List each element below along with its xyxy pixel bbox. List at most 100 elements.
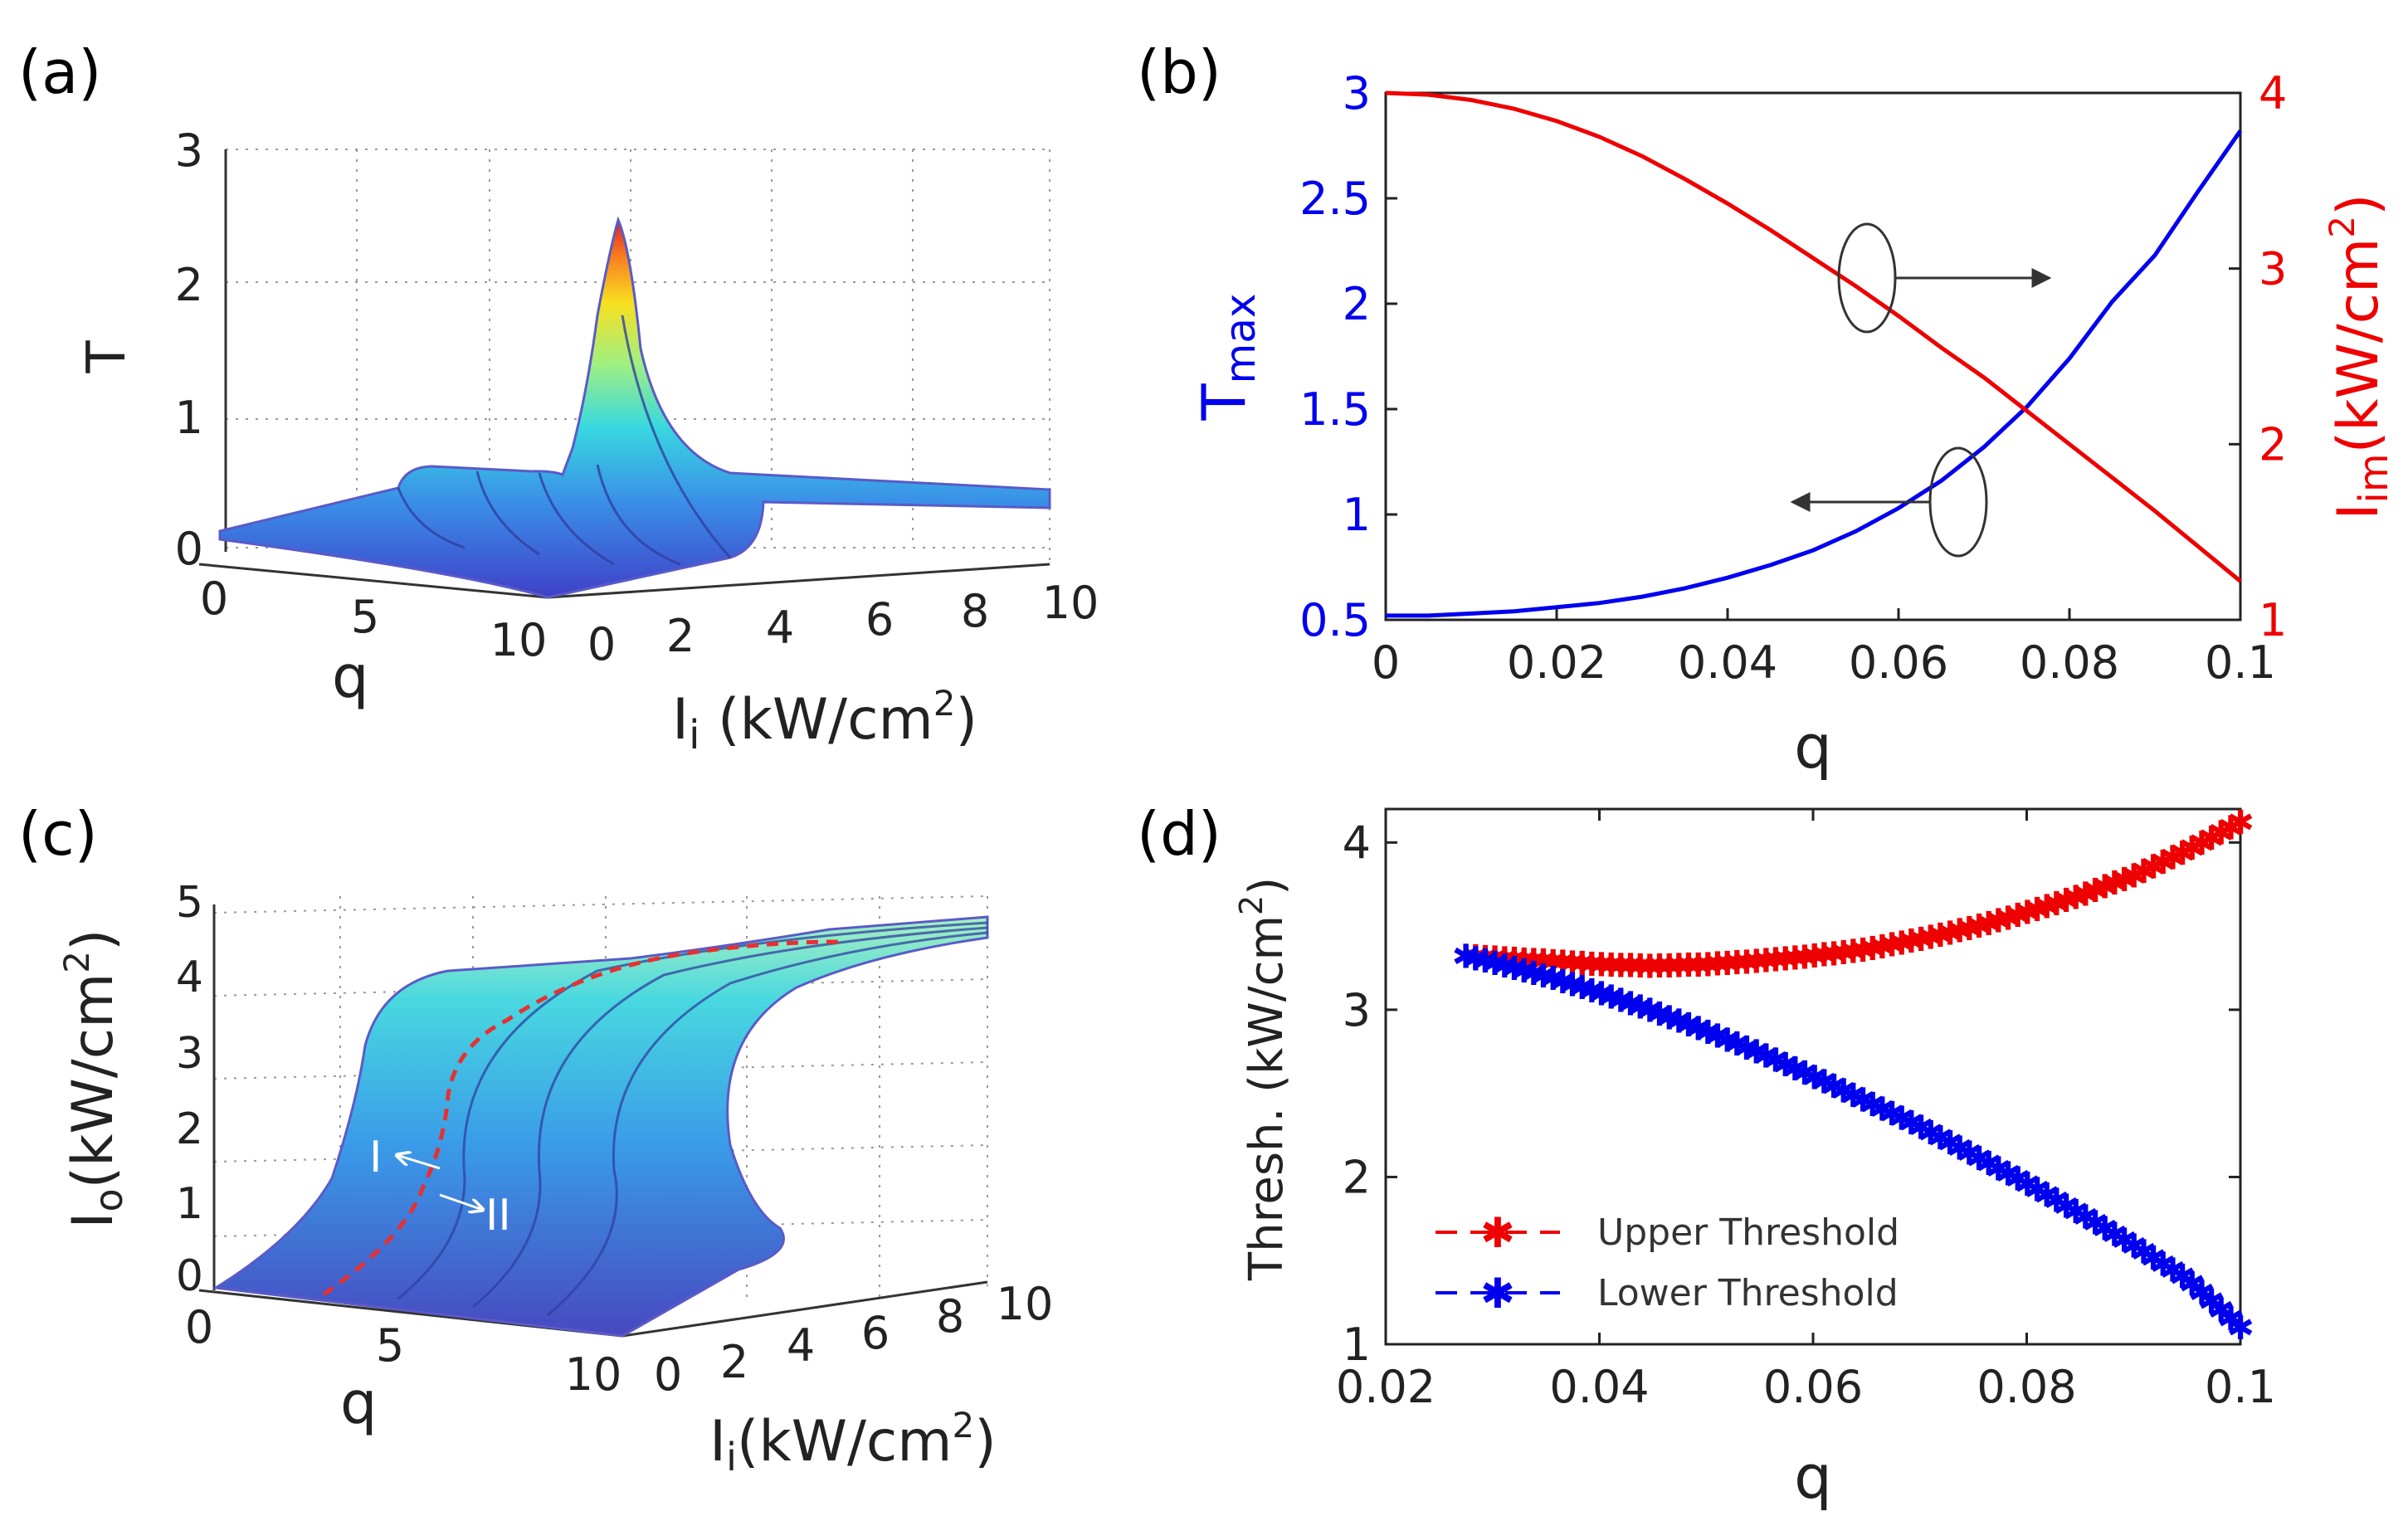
lower-threshold-point: ✱ (1927, 1119, 1955, 1158)
panel-b-xtick: 0.06 (1849, 636, 1948, 689)
panel-a-xlabel: q (332, 643, 368, 711)
panel-b-ytick-right: 1 (2259, 594, 2287, 646)
upper-threshold-point: ✱ (2226, 804, 2254, 842)
lower-threshold-point: ✱ (1606, 982, 1635, 1021)
panel-d-xtick: 0.1 (2205, 1361, 2276, 1413)
panel-a-ytick: 10 (1042, 577, 1099, 629)
upper-threshold-point: ✱ (1674, 947, 1703, 985)
upper-threshold-point: ✱ (2014, 895, 2042, 933)
lower-threshold-point: ✱ (1694, 1014, 1723, 1052)
panel-a: (a) 0 (18, 37, 1099, 758)
upper-threshold-point: ✱ (1811, 937, 1839, 975)
panel-a-yticks: 0 2 4 6 8 10 (587, 577, 1099, 670)
panel-c-annotation-i: I (369, 1133, 382, 1182)
upper-threshold-point: ✱ (1849, 932, 1877, 970)
panel-b-ytick-right: 4 (2259, 67, 2287, 119)
upper-threshold-point: ✱ (1481, 940, 1509, 978)
upper-threshold-point: ✱ (2139, 848, 2167, 886)
panel-c-ztick: 4 (176, 953, 203, 1002)
panel-d-ytick: 2 (1343, 1151, 1371, 1203)
upper-threshold-point: ✱ (1694, 946, 1723, 984)
lower-threshold-point: ✱ (1820, 1068, 1848, 1106)
upper-threshold-point: ✱ (1965, 908, 1993, 946)
upper-threshold-point: ✱ (2023, 891, 2051, 929)
panel-b-xlabel: q (1794, 712, 1832, 782)
lower-threshold-point: ✱ (2004, 1161, 2032, 1199)
panel-a-ytick: 6 (865, 593, 894, 646)
lower-threshold-point: ✱ (1898, 1104, 1926, 1143)
upper-threshold-point: ✱ (1452, 938, 1480, 976)
lower-threshold-point: ✱ (2091, 1210, 2119, 1248)
panel-b-xtick: 0 (1372, 636, 1400, 689)
upper-threshold-point: ✱ (1626, 948, 1655, 986)
upper-threshold-point: ✱ (1519, 942, 1548, 980)
lower-threshold-point: ✱ (1888, 1100, 1916, 1138)
upper-threshold-point: ✱ (1635, 948, 1664, 986)
upper-threshold-point: ✱ (1704, 946, 1732, 984)
upper-threshold-point: ✱ (1878, 927, 1906, 965)
upper-threshold-point: ✱ (2130, 853, 2158, 891)
upper-threshold-point: ✱ (1762, 942, 1790, 980)
upper-threshold-point: ✱ (1975, 905, 2003, 943)
upper-threshold-point: ✱ (2120, 857, 2148, 895)
lower-threshold-point: ✱ (2226, 1309, 2254, 1348)
upper-threshold-point: ✱ (1577, 946, 1606, 984)
lower-threshold-point: ✱ (2120, 1227, 2148, 1265)
lower-threshold-point: ✱ (1772, 1046, 1800, 1085)
lower-threshold-point: ✱ (1674, 1007, 1703, 1045)
panel-d-markers: ✱✱✱✱✱✱✱✱✱✱✱✱✱✱✱✱✱✱✱✱✱✱✱✱✱✱✱✱✱✱✱✱✱✱✱✱✱✱✱✱… (1452, 804, 2254, 1348)
lower-threshold-point: ✱ (2168, 1258, 2196, 1296)
legend-upper-marker: ✱ (1480, 1209, 1515, 1257)
panel-b-ytick-right: 3 (2259, 243, 2287, 295)
panel-c-zlabel: Io(kW/cm2) (56, 929, 131, 1228)
panel-d-ytick: 3 (1343, 984, 1371, 1036)
panel-b-ytick-left: 2 (1343, 278, 1371, 330)
panel-c-xtick: 5 (376, 1319, 404, 1372)
panel-c-ztick: 0 (176, 1251, 203, 1301)
upper-threshold-point: ✱ (1782, 939, 1810, 977)
lower-threshold-point: ✱ (1830, 1073, 1858, 1111)
lower-threshold-point: ✱ (1869, 1091, 1897, 1129)
lower-threshold-point: ✱ (1529, 958, 1557, 996)
lower-threshold-point: ✱ (1743, 1034, 1771, 1072)
panel-c: (c) I II (18, 799, 1053, 1480)
lower-threshold-point: ✱ (1587, 976, 1616, 1014)
lower-threshold-point: ✱ (1471, 943, 1499, 981)
panel-c-zticks: 0 1 2 3 4 5 (176, 878, 203, 1301)
upper-threshold-point: ✱ (2081, 872, 2109, 910)
upper-threshold-point: ✱ (1946, 913, 1974, 951)
upper-threshold-point: ✱ (2110, 861, 2138, 899)
upper-threshold-point: ✱ (1597, 947, 1626, 985)
upper-threshold-point: ✱ (1927, 917, 1955, 955)
panel-c-surface (212, 915, 989, 1338)
upper-threshold-point: ✱ (2217, 809, 2245, 847)
lower-threshold-point: ✱ (1616, 986, 1645, 1024)
lower-threshold-point: ✱ (1452, 938, 1480, 976)
panel-a-label: (a) (18, 37, 101, 107)
upper-threshold-point: ✱ (1713, 945, 1742, 983)
lower-threshold-point: ✱ (1782, 1051, 1810, 1089)
upper-threshold-point: ✱ (1684, 947, 1713, 985)
panel-c-annotations: I II (369, 1133, 511, 1241)
panel-b-xticks: 0 0.02 0.04 0.06 0.08 0.1 (1372, 608, 2276, 689)
panel-d-xlabel: q (1794, 1442, 1832, 1512)
panel-a-surface (218, 216, 1051, 599)
panel-a-axes (198, 149, 1050, 599)
panel-b-ytick-left: 1 (1343, 489, 1371, 541)
upper-threshold-point: ✱ (1936, 914, 1964, 953)
lower-threshold-point: ✱ (1577, 973, 1606, 1011)
lower-threshold-point: ✱ (1500, 950, 1528, 988)
lower-threshold-point: ✱ (1645, 996, 1674, 1034)
lower-threshold-point: ✱ (1568, 969, 1596, 1007)
lower-threshold-point: ✱ (1684, 1010, 1713, 1048)
panel-b-ylabel-right: Iim(kW/cm2) (2322, 193, 2397, 519)
panel-c-xticks: 0 5 10 (185, 1301, 622, 1401)
lower-threshold-point: ✱ (2197, 1283, 2225, 1321)
panel-a-ytick: 8 (961, 585, 989, 637)
panel-a-xtick: 5 (351, 591, 379, 643)
upper-threshold-point: ✱ (2004, 897, 2032, 935)
panel-b-yticks-left: 0.5 1 1.5 2 2.5 3 (1299, 67, 1397, 646)
panel-c-ytick: 4 (787, 1319, 815, 1372)
panel-a-ztick: 3 (175, 124, 203, 177)
lower-threshold-point: ✱ (1762, 1042, 1790, 1080)
